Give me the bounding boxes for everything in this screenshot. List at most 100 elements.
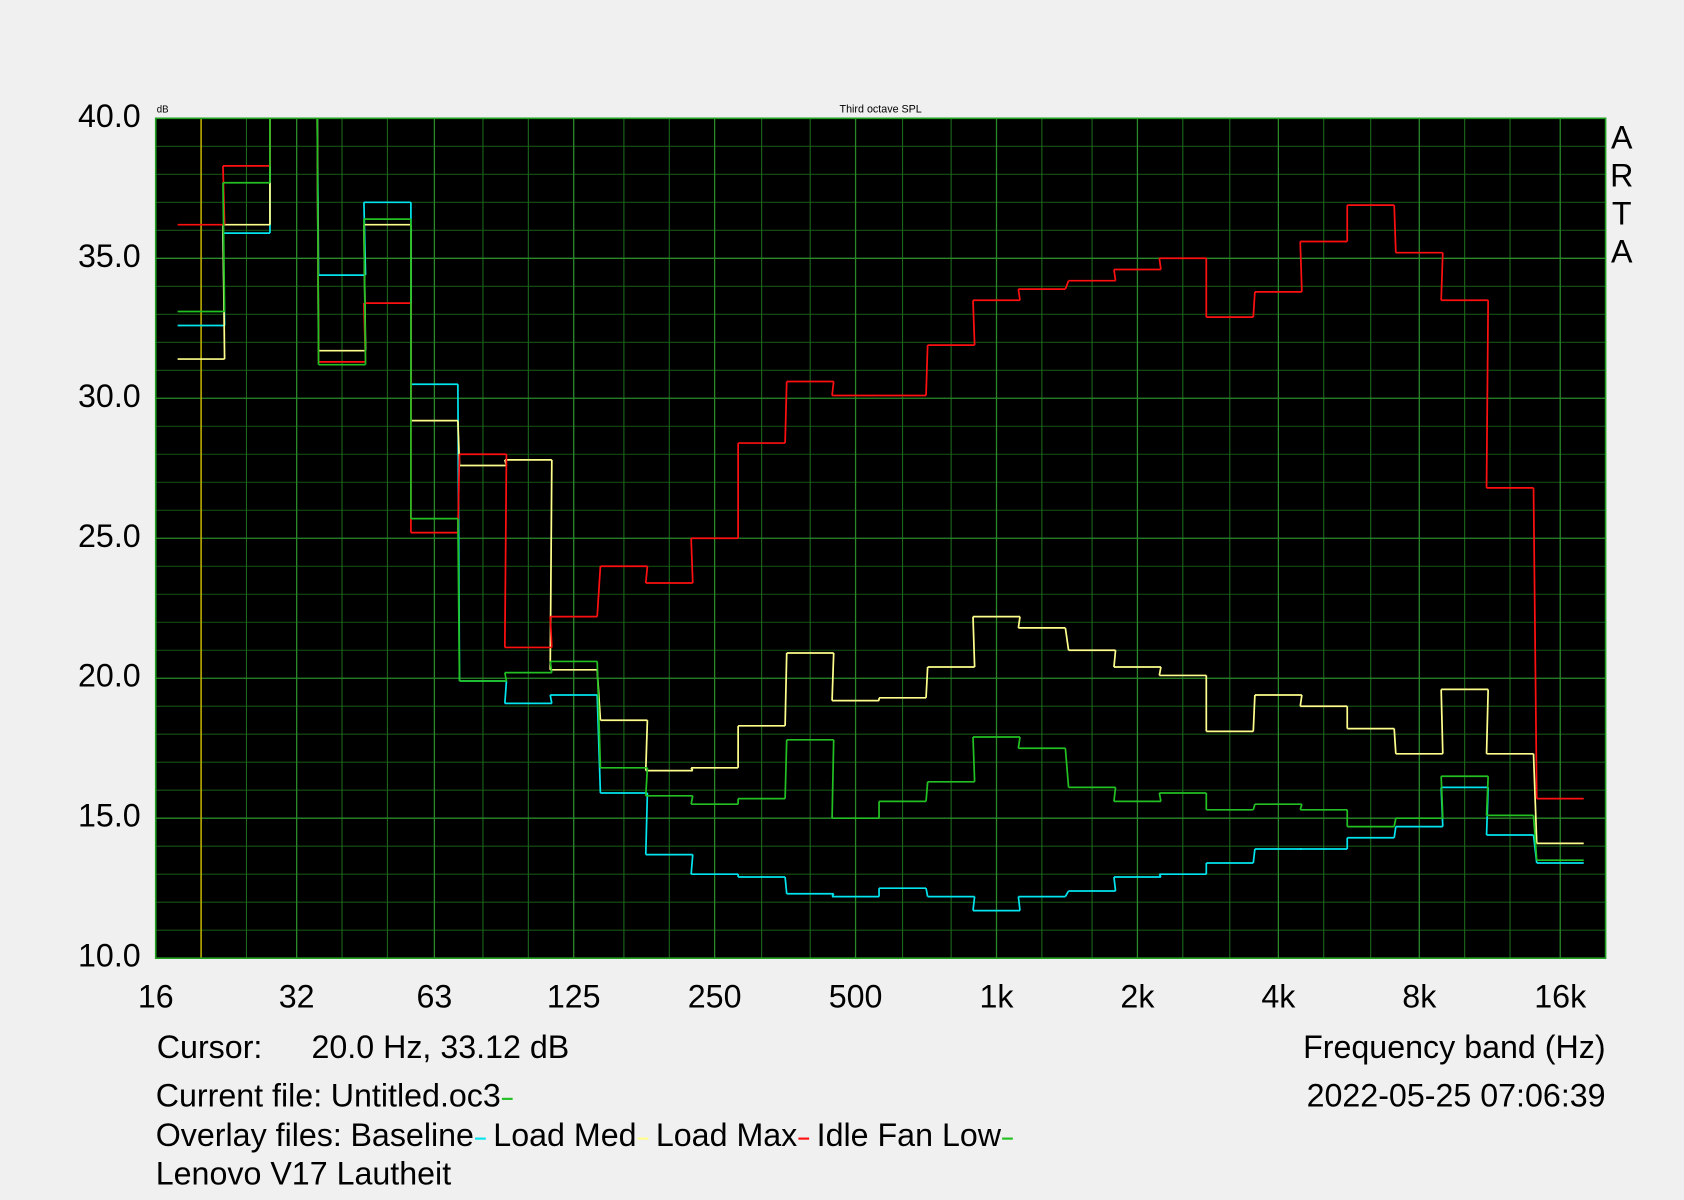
- step-riser: [457, 518, 461, 682]
- step-riser: [1113, 876, 1117, 892]
- y-unit-label: dB: [157, 104, 169, 115]
- step-riser: [1440, 776, 1444, 819]
- step-riser: [1113, 650, 1117, 668]
- x-tick-label: 8k: [1402, 978, 1437, 1014]
- note: Lenovo V17 Lautheit: [156, 1156, 451, 1192]
- x-tick-label: 16: [138, 978, 174, 1014]
- step-riser: [363, 219, 367, 365]
- step-riser: [596, 694, 602, 794]
- step-riser: [503, 454, 508, 648]
- step-riser: [503, 680, 508, 704]
- step-riser: [1113, 787, 1117, 802]
- step-riser: [1299, 241, 1303, 292]
- step-riser: [1158, 258, 1162, 270]
- step-riser: [1017, 288, 1021, 301]
- step-riser: [1252, 848, 1256, 864]
- step-riser: [1299, 803, 1303, 811]
- step-riser: [784, 653, 788, 726]
- step-riser: [596, 661, 602, 768]
- step-riser: [925, 888, 929, 897]
- step-riser: [644, 792, 649, 855]
- legend-label: Baseline: [350, 1117, 474, 1153]
- legend-label: Idle Fan Low: [817, 1117, 1002, 1153]
- step-riser: [690, 854, 694, 875]
- y-tick-label: 20.0: [78, 658, 141, 694]
- plot-border: [154, 117, 1607, 959]
- step-riser: [1485, 689, 1490, 754]
- texts: 10.0 15.0 20.0 25.0 30.0 35.0 40.0 16 32 63 125 250…: [78, 98, 1633, 1153]
- step-riser: [831, 739, 835, 819]
- step-riser: [1393, 818, 1397, 827]
- y-tick-label: 15.0: [78, 798, 141, 834]
- step-riser: [1485, 300, 1490, 488]
- step-riser: [972, 736, 976, 782]
- step-riser: [925, 666, 929, 698]
- x-axis-label: Frequency band (Hz): [1303, 1029, 1606, 1065]
- x-tick-label: 32: [279, 978, 315, 1014]
- step-riser: [1252, 694, 1256, 732]
- legend-title: Overlay files:: [156, 1117, 342, 1153]
- step-riser: [1158, 666, 1162, 676]
- current-file-label: Current file:: [156, 1077, 322, 1113]
- timestamp: 2022-05-25 07:06:39: [1307, 1077, 1606, 1113]
- step-riser: [549, 694, 553, 704]
- step-riser: [222, 182, 226, 312]
- logo-letter: T: [1612, 196, 1632, 232]
- step-riser: [972, 300, 976, 346]
- step-riser: [549, 616, 553, 648]
- step-riser: [1532, 487, 1538, 799]
- step-riser: [690, 538, 694, 584]
- logo-letter: R: [1610, 157, 1633, 193]
- x-tick-label: 2k: [1120, 978, 1155, 1014]
- x-tick-label: 16k: [1534, 978, 1587, 1014]
- step-riser: [1017, 616, 1021, 628]
- x-tick-label: 4k: [1261, 978, 1296, 1014]
- step-riser: [925, 781, 929, 802]
- step-riser: [1299, 694, 1303, 707]
- step-riser: [644, 720, 649, 771]
- step-riser: [831, 381, 835, 396]
- x-tick-label: 250: [688, 978, 742, 1014]
- y-tick-label: 10.0: [78, 938, 141, 974]
- step-riser: [1113, 269, 1117, 281]
- step-riser: [644, 767, 649, 796]
- y-tick-label: 40.0: [78, 98, 141, 134]
- x-tick-label: 1k: [979, 978, 1014, 1014]
- legend-label: Load Med: [493, 1117, 636, 1153]
- x-tick-label: 125: [547, 978, 601, 1014]
- step-riser: [784, 739, 788, 799]
- step-riser: [1532, 815, 1538, 861]
- y-tick-label: 35.0: [78, 238, 141, 274]
- step-riser: [1485, 776, 1490, 816]
- step-riser: [316, 118, 320, 365]
- step-riser: [1158, 792, 1162, 802]
- step-riser: [596, 566, 602, 617]
- series-layer: [177, 118, 1584, 959]
- step-riser: [690, 795, 694, 805]
- x-tick-label: 500: [829, 978, 883, 1014]
- legend-label: Load Max: [656, 1117, 797, 1153]
- step-riser: [784, 381, 788, 444]
- step-riser: [972, 896, 976, 911]
- step-riser: [1017, 736, 1021, 749]
- step-riser: [925, 345, 929, 396]
- step-riser: [1064, 627, 1070, 651]
- step-riser: [1532, 753, 1538, 844]
- current-file: Untitled.oc3: [331, 1077, 501, 1113]
- step-riser: [1017, 896, 1021, 911]
- chart-title: Third octave SPL: [840, 104, 922, 116]
- y-tick-label: 30.0: [78, 378, 141, 414]
- cursor-readout: 20.0 Hz, 33.12 dB: [311, 1029, 569, 1065]
- step-riser: [1252, 291, 1256, 318]
- step-riser: [1440, 689, 1444, 754]
- step-riser: [831, 652, 835, 701]
- step-riser: [784, 876, 788, 894]
- step-riser: [1393, 826, 1397, 838]
- step-riser: [1064, 280, 1070, 290]
- step-riser: [644, 566, 649, 584]
- logo-letter: A: [1611, 119, 1633, 155]
- logo-letter: A: [1611, 234, 1633, 270]
- step-riser: [972, 616, 976, 668]
